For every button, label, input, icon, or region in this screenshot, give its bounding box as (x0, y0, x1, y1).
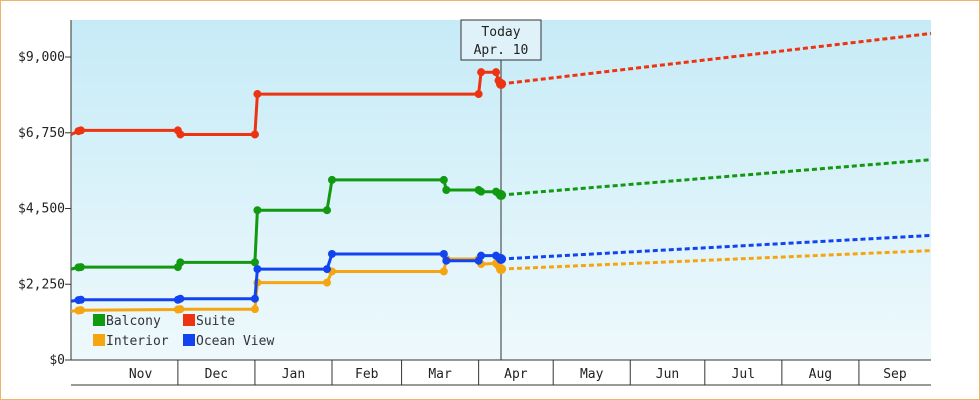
data-point (176, 130, 185, 139)
data-point (492, 68, 501, 77)
x-month-label: Jan (282, 367, 305, 382)
today-label: Today (481, 25, 520, 40)
x-month-label: Aug (809, 367, 832, 382)
y-tick-label: $9,000 (18, 50, 65, 65)
current-point (496, 78, 506, 89)
data-point (176, 305, 185, 314)
history-line (70, 178, 502, 271)
legend-label: Interior (106, 334, 169, 349)
today-box (460, 19, 542, 61)
legend-label: Balcony (106, 314, 161, 329)
data-point (474, 90, 483, 99)
data-point (250, 130, 259, 139)
series-ocean-view (70, 233, 932, 305)
data-point (250, 305, 259, 314)
data-point (76, 306, 85, 315)
data-point (323, 265, 332, 274)
data-point (477, 251, 486, 260)
data-point (250, 258, 259, 267)
x-month-label: Nov (129, 367, 153, 382)
data-point (477, 68, 486, 77)
x-month-label: Mar (428, 367, 452, 382)
legend-swatch (183, 314, 195, 326)
y-tick-label: $0 (49, 353, 65, 368)
x-month-label: May (580, 367, 604, 382)
data-point (250, 294, 259, 303)
current-point (496, 264, 506, 275)
x-month-label: Apr (504, 367, 528, 382)
series-suite (70, 31, 932, 139)
data-point (439, 249, 448, 258)
series-interior (70, 249, 932, 315)
data-point (439, 175, 448, 184)
data-point (442, 186, 451, 194)
today-date-label: Apr. 10 (474, 43, 529, 58)
data-point (439, 267, 448, 276)
x-month-label: Jul (732, 367, 755, 382)
data-point (176, 258, 185, 267)
legend-label: Ocean View (196, 334, 274, 349)
data-point (253, 206, 262, 215)
data-point (477, 187, 486, 196)
legend-swatch (93, 334, 105, 346)
data-point (76, 263, 85, 272)
data-point (76, 126, 85, 135)
data-point (323, 206, 332, 215)
data-point (176, 294, 185, 303)
data-point (442, 256, 451, 265)
x-month-label: Feb (355, 367, 379, 382)
y-tick-label: $4,500 (18, 202, 65, 217)
current-point (496, 190, 506, 201)
current-point (496, 254, 506, 265)
data-point (323, 278, 332, 287)
x-month-label: Sep (883, 367, 907, 382)
legend-swatch (93, 314, 105, 326)
history-line (70, 257, 503, 313)
x-month-label: Jun (656, 367, 679, 382)
forecast-line (500, 31, 932, 86)
series-balcony (70, 158, 932, 272)
data-point (327, 249, 336, 258)
data-point (76, 295, 85, 304)
x-month-label: Dec (205, 367, 228, 382)
data-point (253, 90, 262, 99)
history-line (70, 252, 502, 303)
data-point (327, 175, 336, 184)
legend-swatch (183, 334, 195, 346)
data-point (253, 265, 262, 274)
y-tick-label: $2,250 (18, 277, 65, 292)
y-tick-label: $6,750 (18, 126, 65, 141)
legend-label: Suite (196, 314, 235, 329)
